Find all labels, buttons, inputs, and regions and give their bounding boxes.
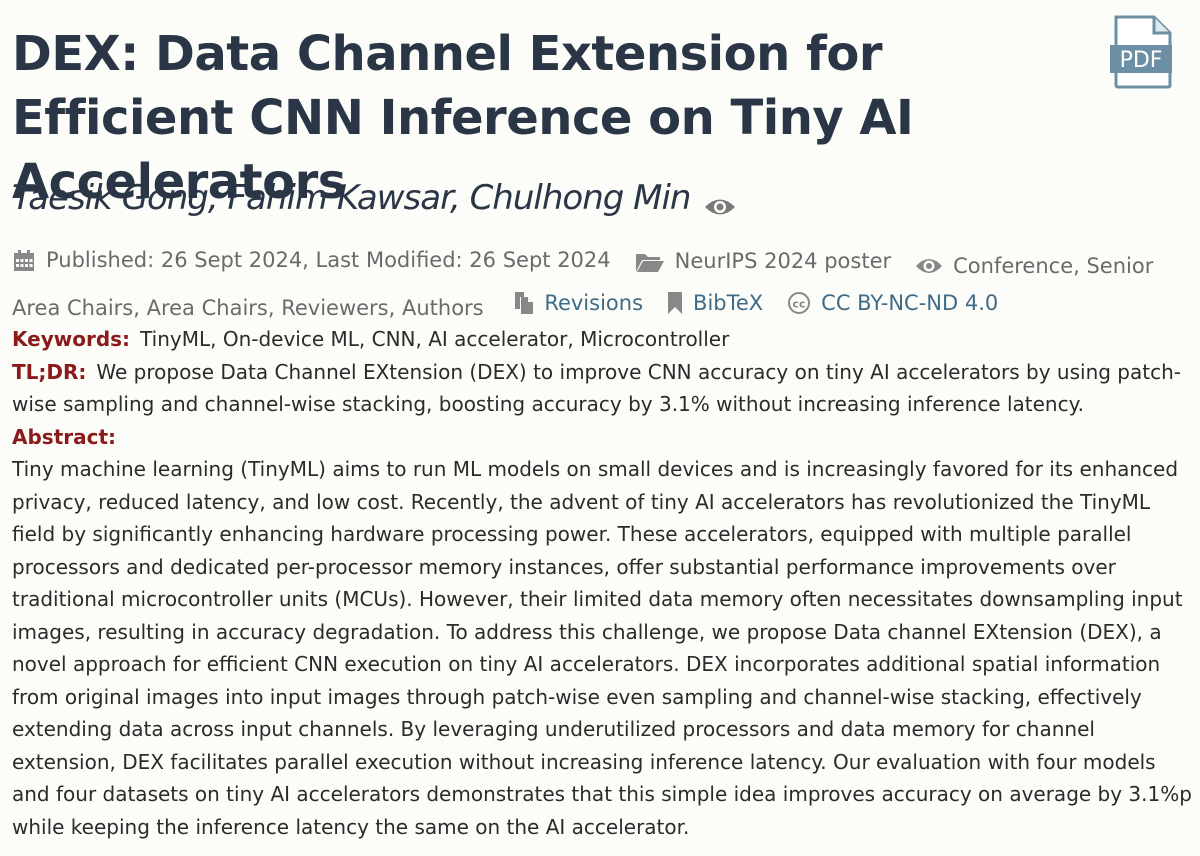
abstract-label: Abstract: (12, 424, 117, 449)
abstract-text: Tiny machine learning (TinyML) aims to r… (12, 457, 1192, 839)
pdf-download-link[interactable]: PDF (1108, 15, 1174, 89)
tldr-value: We propose Data Channel EXtension (DEX) … (12, 359, 1181, 417)
abstract-field: Abstract: (12, 421, 1192, 454)
creative-commons-icon: cc (788, 292, 811, 314)
license-link[interactable]: cc CC BY-NC-ND 4.0 (787, 285, 998, 322)
bookmark-icon (668, 292, 683, 314)
tldr-label: TL;DR: (12, 359, 87, 384)
readers-eye-icon (916, 258, 943, 273)
svg-text:cc: cc (793, 298, 806, 311)
pdf-icon: PDF (1110, 15, 1172, 89)
published-text: Published: 26 Sept 2024, Last Modified: … (46, 248, 611, 272)
folder-open-icon (635, 253, 664, 272)
paper-title: DEX: Data Channel Extension for Efficien… (12, 26, 914, 210)
bibtex-text[interactable]: BibTeX (693, 290, 764, 315)
pdf-label: PDF (1120, 48, 1163, 73)
copy-icon (515, 292, 534, 314)
author-list: Taesik Gong, Fahim Kawsar, Chulhong Min (12, 178, 736, 218)
note-content: Keywords: TinyML, On-device ML, CNN, AI a… (12, 323, 1192, 843)
revisions-link[interactable]: Revisions (514, 285, 643, 322)
authors-text: Taesik Gong, Fahim Kawsar, Chulhong Min (12, 178, 691, 218)
readers: Conference, Senior Area Chairs, Area Cha… (12, 254, 1153, 321)
license-text[interactable]: CC BY-NC-ND 4.0 (821, 290, 999, 315)
tldr-field: TL;DR: We propose Data Channel EXtension … (12, 356, 1192, 421)
readers-text: Conference, Senior Area Chairs, Area Cha… (12, 253, 1154, 321)
revisions-text[interactable]: Revisions (544, 290, 644, 315)
keywords-value: TinyML, On-device ML, CNN, AI accelerato… (140, 327, 730, 351)
keywords-field: Keywords: TinyML, On-device ML, CNN, AI a… (12, 323, 1192, 356)
keywords-label: Keywords: (12, 327, 131, 351)
venue-text: NeurIPS 2024 poster (674, 249, 892, 273)
bibtex-link[interactable]: BibTeX (667, 285, 763, 322)
published-date: Published: 26 Sept 2024, Last Modified: … (12, 242, 611, 279)
venue: NeurIPS 2024 poster (635, 243, 891, 280)
note-meta: Published: 26 Sept 2024, Last Modified: … (12, 242, 1187, 327)
calendar-icon (14, 249, 34, 271)
eye-icon[interactable] (704, 187, 736, 215)
